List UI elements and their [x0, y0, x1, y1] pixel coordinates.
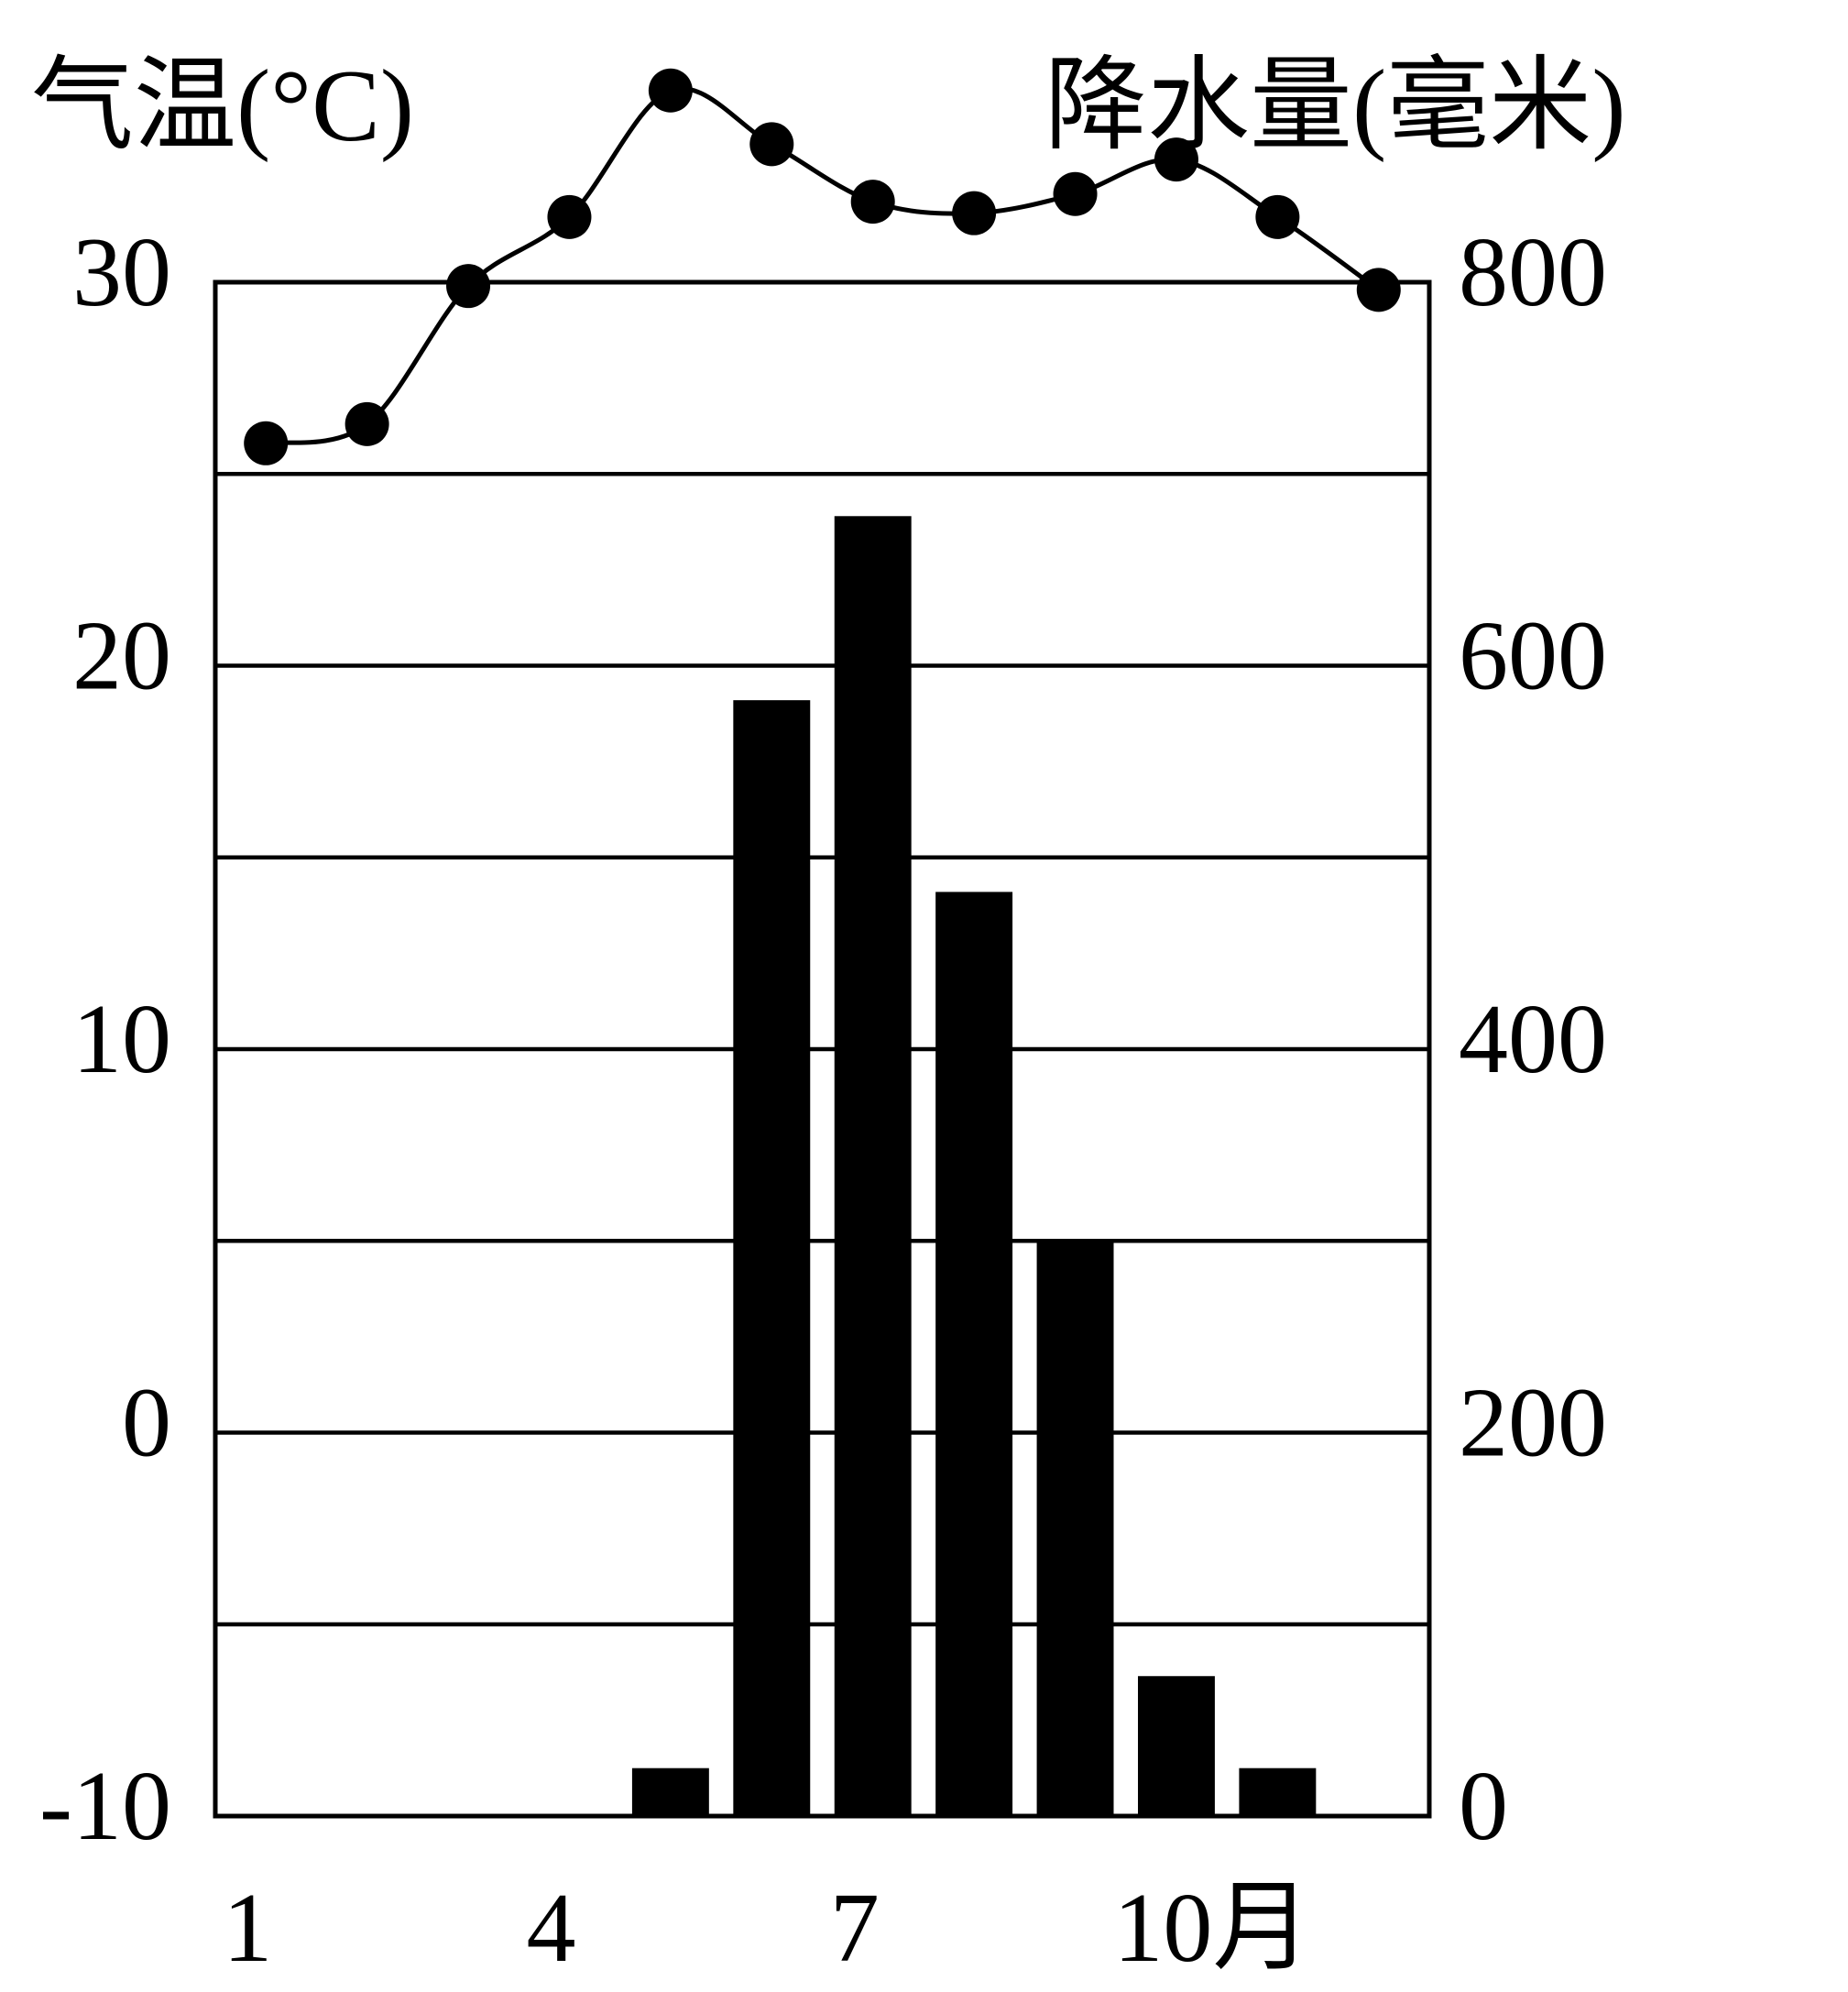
- precipitation-bars: [631, 516, 1317, 1817]
- grid-layer: [213, 279, 1432, 1819]
- temperature-axis-title: 气温(°C): [31, 49, 415, 163]
- temperature-tick-label: 10: [72, 985, 171, 1094]
- precipitation-bar-month-10: [1138, 1676, 1215, 1816]
- temperature-line: [244, 68, 1401, 465]
- temperature-point-month-6: [749, 122, 794, 167]
- temperature-point-month-3: [446, 264, 491, 309]
- month-tick-label: 1: [223, 1874, 272, 1983]
- precipitation-bar-month-5: [631, 1768, 709, 1816]
- month-tick-label: 4: [526, 1874, 575, 1983]
- temperature-tick-label: 20: [72, 601, 171, 710]
- precipitation-tick-label: 200: [1459, 1368, 1607, 1477]
- precipitation-bar-month-9: [1036, 1241, 1114, 1816]
- month-tick-label: 10月: [1113, 1874, 1311, 1983]
- month-tick-label: 7: [830, 1874, 880, 1983]
- temperature-tick-label: 30: [72, 218, 171, 327]
- precipitation-tick-label: 600: [1459, 601, 1607, 710]
- precipitation-tick-label: 400: [1459, 985, 1607, 1094]
- precipitation-bar-month-8: [935, 892, 1013, 1816]
- temperature-point-month-8: [952, 191, 997, 235]
- precipitation-tick-label: 0: [1459, 1752, 1508, 1861]
- precipitation-bar-month-11: [1239, 1768, 1317, 1816]
- temperature-point-month-9: [1053, 171, 1098, 216]
- temperature-point-month-1: [244, 421, 289, 465]
- temperature-point-month-2: [344, 401, 389, 446]
- temperature-point-month-11: [1255, 194, 1300, 239]
- precipitation-bar-month-6: [733, 700, 811, 1816]
- precipitation-axis-title: 降水量(毫米): [1044, 49, 1626, 163]
- temperature-tick-label: 0: [122, 1368, 171, 1477]
- temperature-point-month-12: [1356, 268, 1401, 312]
- precipitation-bar-month-7: [834, 516, 912, 1817]
- temperature-point-month-4: [547, 194, 592, 239]
- temperature-point-month-5: [648, 68, 693, 113]
- precipitation-tick-label: 800: [1459, 218, 1607, 327]
- temperature-point-month-7: [850, 180, 895, 224]
- axis-labels: 30 20 10 0 -10 800 600 400 200 0 1 4 7 10月: [39, 218, 1607, 1983]
- temperature-point-month-10: [1154, 137, 1198, 182]
- temperature-tick-label: -10: [39, 1752, 171, 1861]
